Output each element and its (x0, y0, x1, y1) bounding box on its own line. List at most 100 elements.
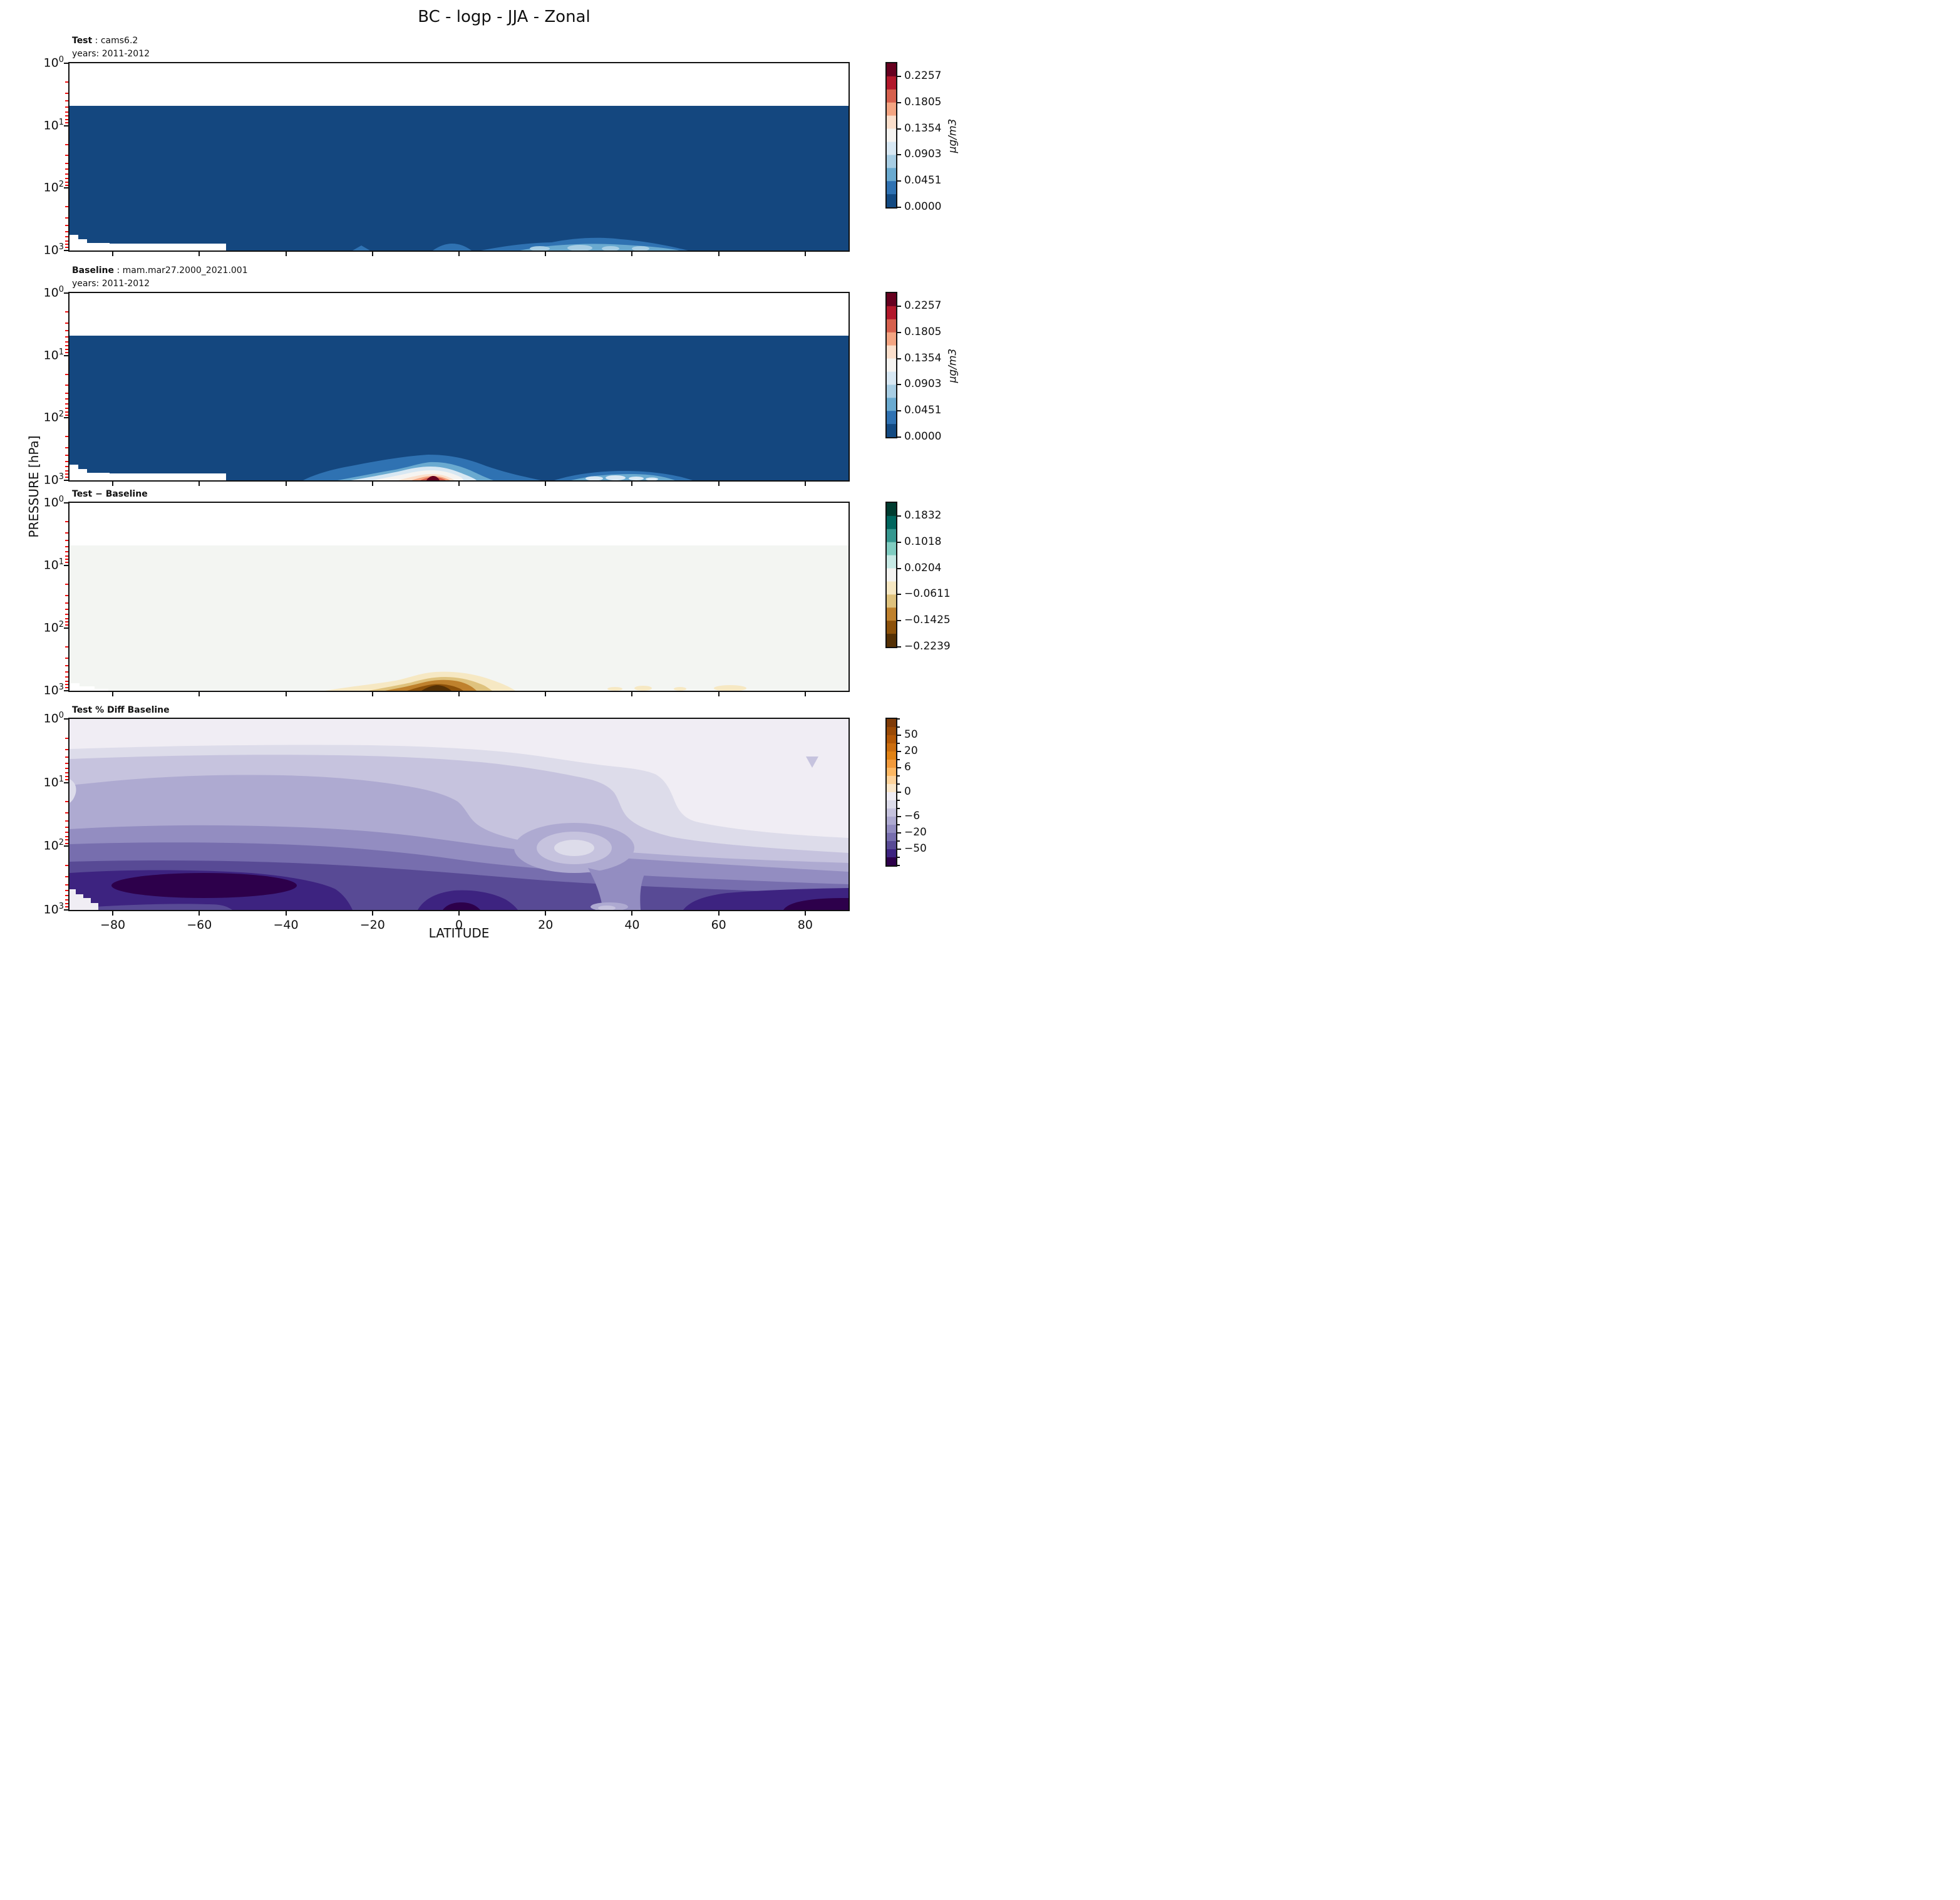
colorbar-segment (887, 727, 896, 736)
colorbar-baseline (885, 292, 897, 438)
contour-bands (70, 719, 848, 910)
colorbar-tick (897, 180, 901, 182)
x-tick (545, 252, 547, 256)
colorbar-tick (897, 849, 901, 850)
y-tick-label: 102 (31, 180, 64, 194)
colorbar-test (885, 62, 897, 209)
y-tick-base: 10 (43, 243, 59, 257)
colorbar-tick (897, 816, 901, 817)
y-minor-tick (65, 826, 68, 828)
y-minor-tick (65, 244, 68, 245)
y-minor-tick (65, 162, 68, 164)
x-tick (285, 692, 287, 696)
colorbar-segment (887, 424, 896, 437)
colorbar-tick (897, 541, 901, 543)
colorbar-segment (887, 63, 896, 77)
y-tick-label: 101 (31, 118, 64, 132)
contour-bands (70, 63, 848, 250)
y-tick-exponent: 2 (58, 620, 64, 629)
colorbar-tick (897, 101, 901, 103)
header-bold: Baseline (72, 266, 115, 276)
y-major-tick (64, 125, 68, 126)
colorbar-diff (885, 502, 897, 648)
y-major-tick (64, 187, 68, 189)
y-major-tick (64, 354, 68, 356)
colorbar-segment (887, 529, 896, 543)
x-tick-label: 0 (455, 918, 463, 932)
y-minor-tick (65, 407, 68, 409)
colorbar-segment (887, 155, 896, 168)
colorbar-segment (887, 89, 896, 103)
y-tick-base: 10 (43, 683, 59, 698)
colorbar-segment (887, 181, 896, 195)
y-tick-label: 100 (31, 495, 64, 509)
y-minor-tick (65, 311, 68, 312)
y-minor-tick (65, 864, 68, 866)
colorbar-minor-tick (897, 800, 900, 801)
x-tick (371, 911, 373, 916)
y-minor-tick (65, 895, 68, 897)
colorbar-tick (897, 620, 901, 622)
contour-plot-pct-diff (70, 719, 848, 910)
y-tick-exponent: 2 (58, 838, 64, 848)
zero-field (70, 545, 848, 691)
y-minor-tick (65, 521, 68, 523)
colorbar-segment (887, 800, 896, 809)
colorbar-unit-test: μg/m3 (946, 118, 959, 153)
colorbar-segment (887, 751, 896, 760)
y-minor-tick (65, 748, 68, 750)
colorbar-pct-diff (885, 718, 897, 867)
colorbar-minor-tick (897, 824, 900, 825)
colorbar-segment (887, 411, 896, 425)
y-minor-tick (65, 676, 68, 678)
y-minor-tick (65, 890, 68, 892)
colorbar-segment (887, 398, 896, 411)
y-minor-tick (65, 835, 68, 837)
colorbar-tick-label: 0.0451 (904, 174, 942, 187)
colorbar-segment (887, 784, 896, 793)
panel-header-diff: Test − Baseline (72, 488, 148, 501)
y-minor-tick (65, 106, 68, 108)
y-tick-exponent: 3 (58, 472, 64, 482)
x-tick (631, 692, 633, 696)
y-tick-label: 102 (31, 838, 64, 852)
colorbar-tick (897, 410, 901, 412)
y-major-tick (64, 63, 68, 64)
colorbar-gradient (887, 293, 896, 437)
colorbar-segment (887, 743, 896, 752)
y-minor-tick (65, 92, 68, 94)
contour-panel-diff (68, 502, 850, 692)
header-bold: Test − Baseline (72, 489, 148, 499)
y-minor-tick (65, 225, 68, 227)
y-minor-tick (65, 411, 68, 413)
y-minor-tick (65, 842, 68, 844)
y-minor-tick (65, 247, 68, 249)
colorbar-tick-label: −0.0611 (904, 587, 951, 601)
y-tick-label: 100 (31, 711, 64, 725)
y-minor-tick (65, 240, 68, 242)
y-major-tick (64, 565, 68, 566)
x-tick (371, 252, 373, 256)
header-value: mam.mar27.2000_2021.001 (122, 266, 248, 276)
y-tick-label: 100 (31, 285, 64, 299)
y-minor-tick (65, 624, 68, 626)
x-tick (718, 482, 720, 486)
contour-bands (70, 503, 848, 691)
x-tick (631, 482, 633, 486)
colorbar-segment (887, 841, 896, 850)
x-tick-label: −40 (273, 918, 299, 932)
y-minor-tick (65, 447, 68, 448)
colorbar-segment (887, 168, 896, 182)
y-minor-tick (65, 100, 68, 101)
colorbar-tick-label: −50 (904, 842, 927, 855)
y-minor-tick (65, 646, 68, 648)
colorbar-tick (897, 735, 901, 736)
y-minor-tick (65, 206, 68, 208)
colorbar-segment (887, 817, 896, 825)
y-major-tick (64, 502, 68, 503)
colorbar-segment (887, 332, 896, 346)
colorbar-tick-label: 6 (904, 761, 911, 773)
colorbar-segment (887, 371, 896, 385)
y-minor-tick (65, 768, 68, 770)
colorbar-segment (887, 503, 896, 517)
